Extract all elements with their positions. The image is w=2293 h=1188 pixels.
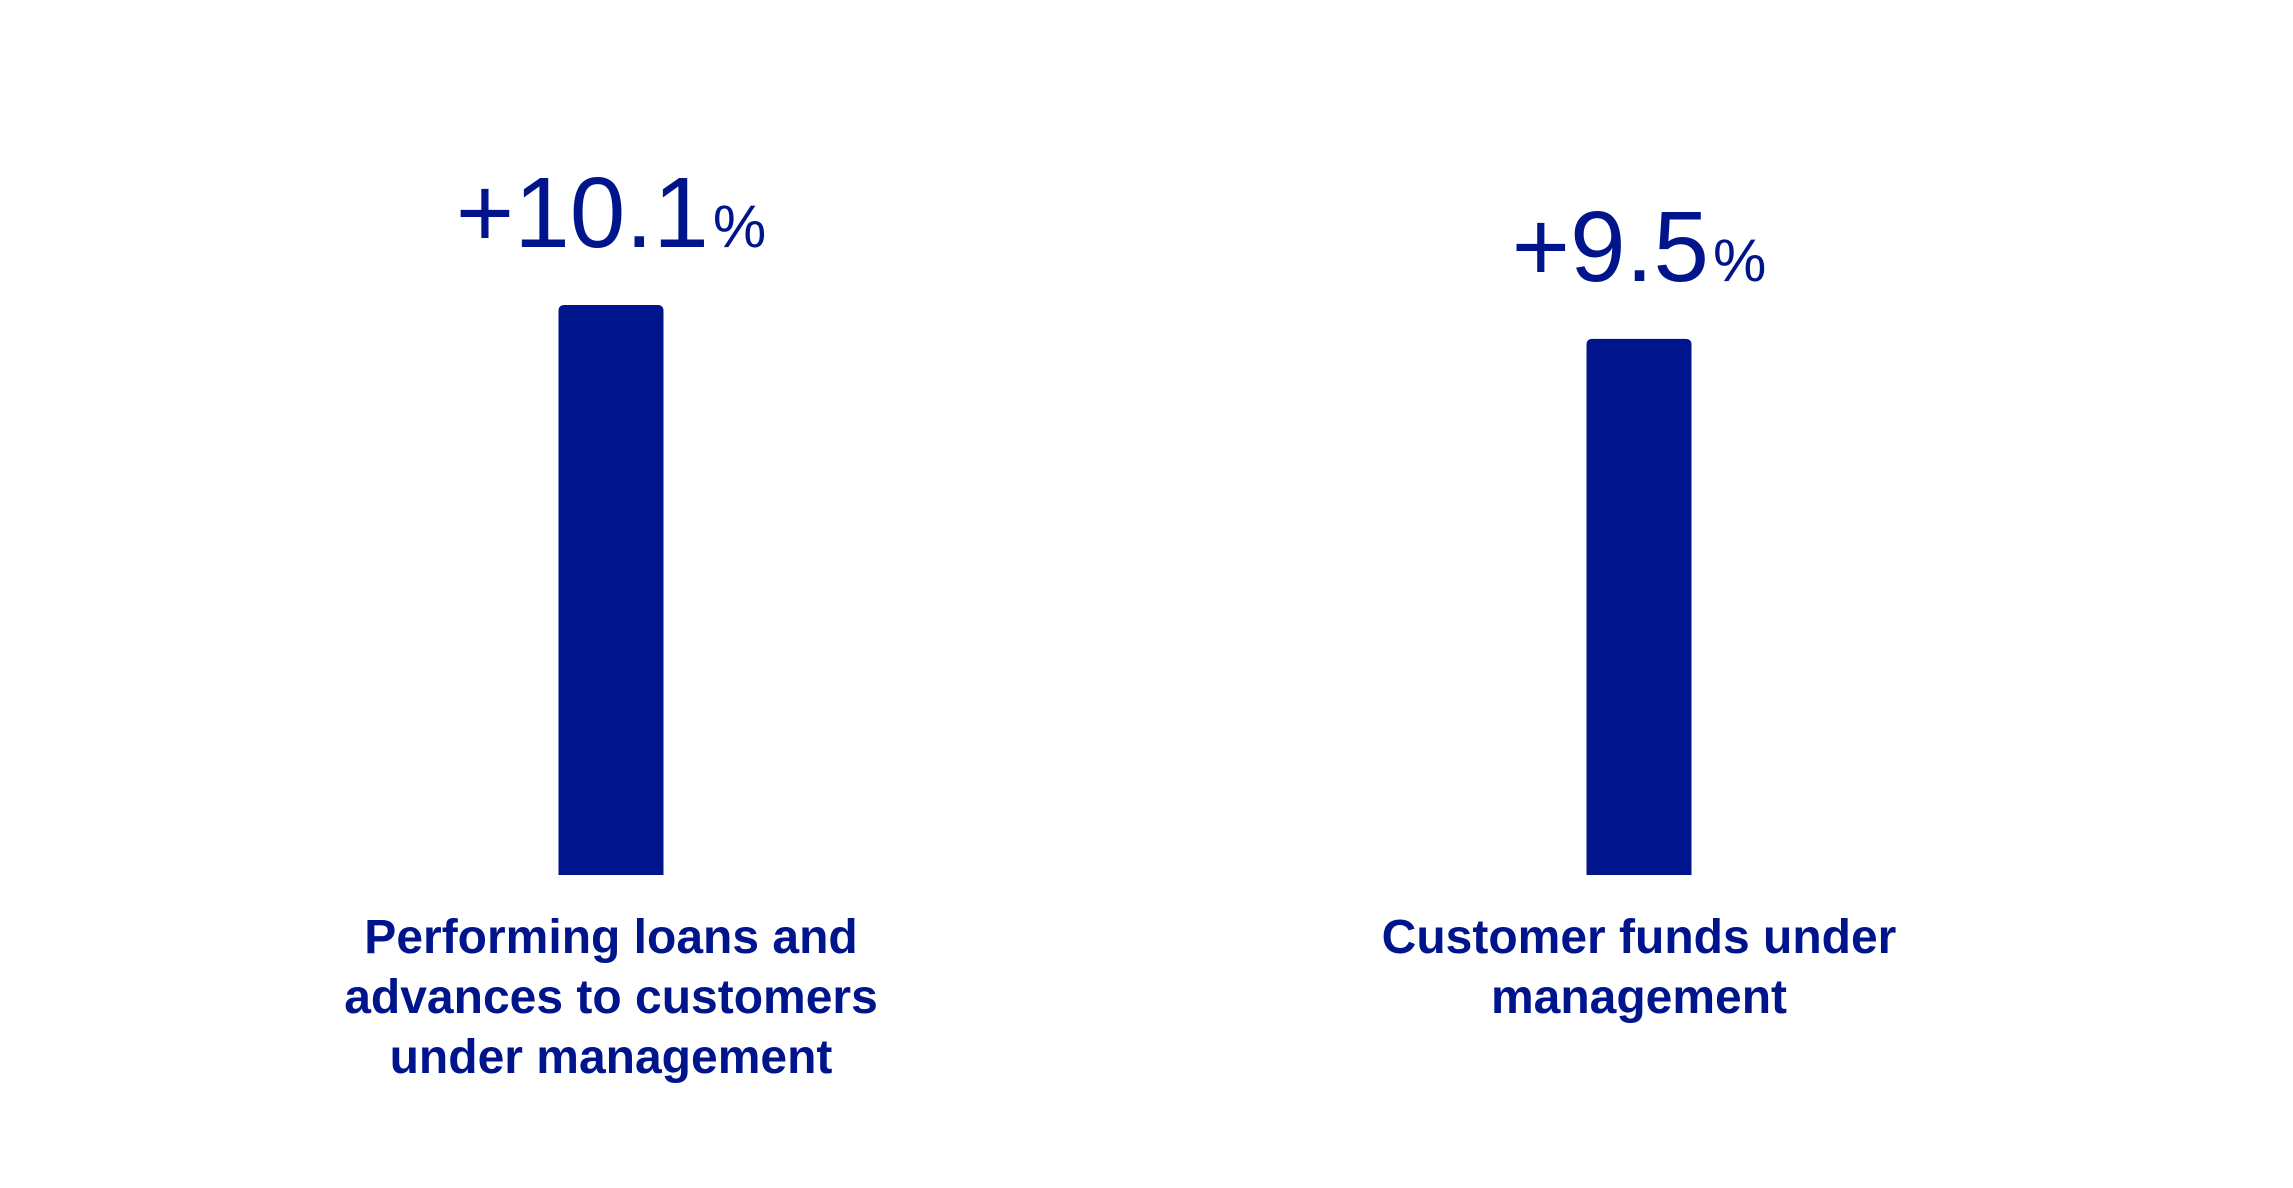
value-label-unit: % bbox=[713, 193, 766, 260]
value-label-number: +9.5 bbox=[1512, 191, 1709, 303]
category-label-line: Customer funds under bbox=[1382, 911, 1897, 964]
bar-1 bbox=[558, 305, 664, 875]
value-labels-group: +10.1% +9.5% bbox=[456, 157, 1767, 303]
category-label-line: Performing loans and bbox=[364, 911, 857, 964]
value-label-number: +10.1 bbox=[456, 157, 709, 269]
category-labels-group: Performing loans and advances to customer… bbox=[344, 911, 1896, 1084]
bar-2 bbox=[1586, 338, 1692, 875]
bars-group bbox=[558, 305, 1692, 875]
value-label-unit: % bbox=[1713, 227, 1766, 294]
value-label-1: +10.1% bbox=[456, 157, 766, 269]
category-label-line: under management bbox=[390, 1031, 833, 1084]
value-label-2: +9.5% bbox=[1512, 191, 1767, 303]
category-label-line: advances to customers bbox=[344, 971, 878, 1024]
category-label-1: Performing loans and advances to customer… bbox=[344, 911, 878, 1084]
category-label-2: Customer funds under management bbox=[1382, 911, 1897, 1024]
category-label-line: management bbox=[1491, 971, 1787, 1024]
